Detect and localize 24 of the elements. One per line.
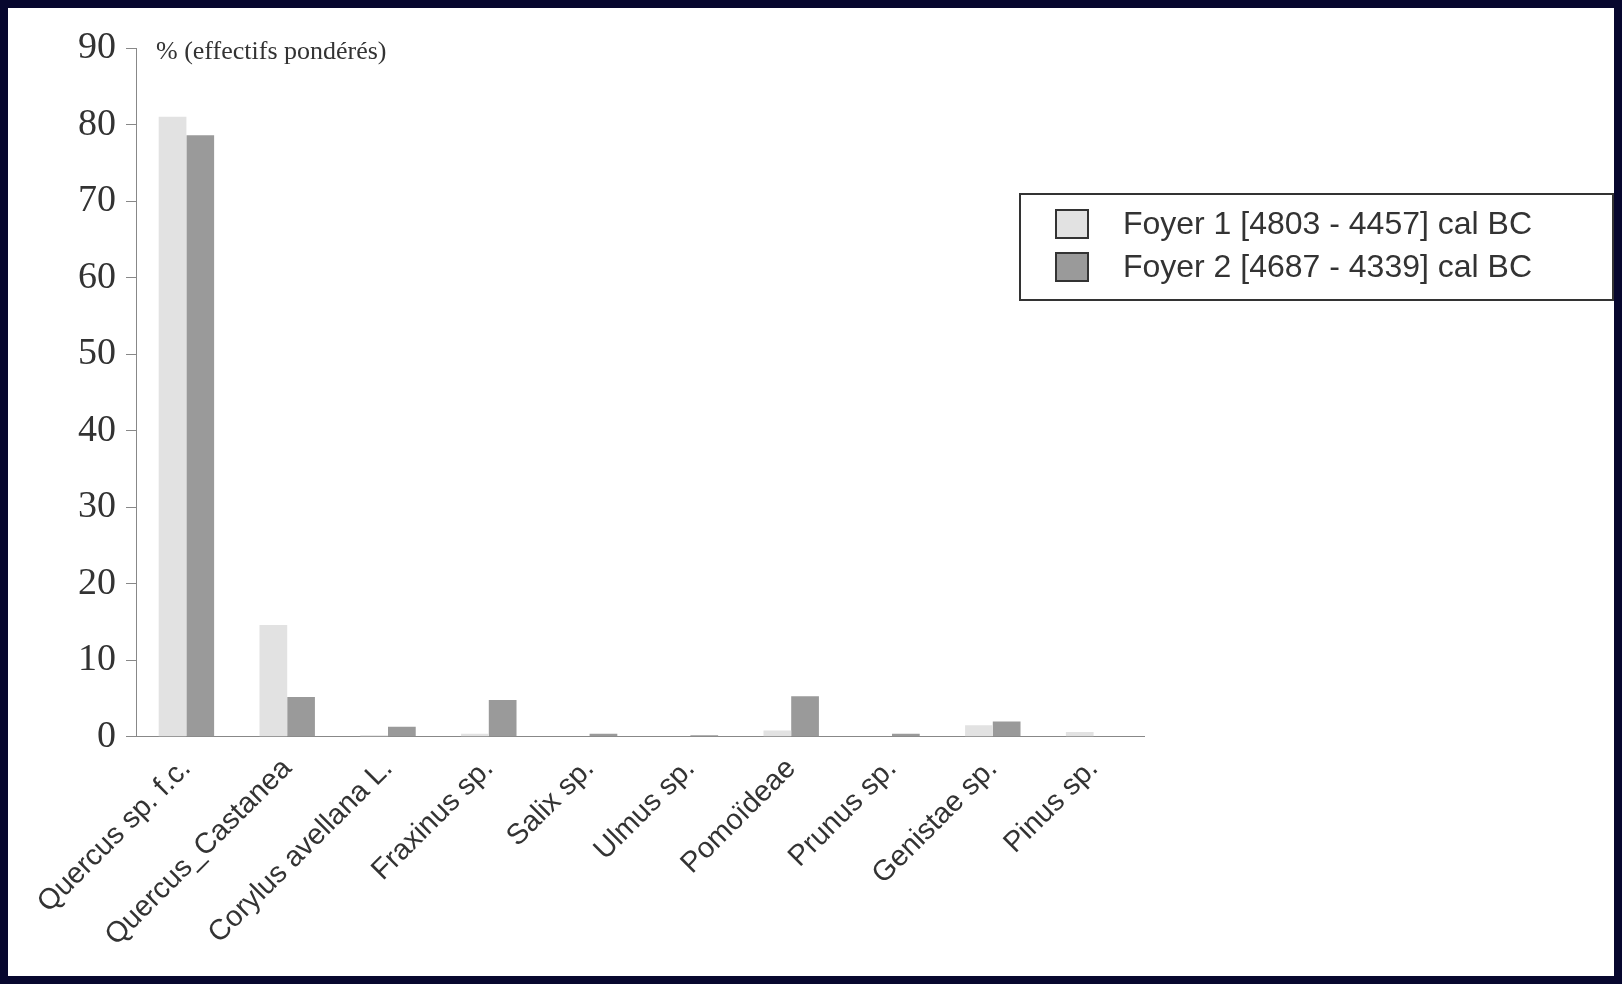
y-tick-label: 10 bbox=[78, 636, 116, 679]
legend-label: Foyer 2 [4687 - 4339] cal BC bbox=[1122, 248, 1532, 285]
y-tick-label: 60 bbox=[78, 253, 116, 296]
bar bbox=[259, 624, 288, 737]
bar bbox=[158, 116, 187, 737]
y-tick-label: 20 bbox=[78, 559, 116, 602]
y-tick-label: 80 bbox=[78, 100, 116, 143]
bar bbox=[186, 135, 215, 737]
bar bbox=[1065, 732, 1094, 737]
y-tick-label: 40 bbox=[78, 406, 116, 449]
y-tick-label: 70 bbox=[78, 177, 116, 220]
bar bbox=[388, 726, 416, 737]
bar bbox=[965, 725, 993, 737]
bar bbox=[791, 696, 819, 737]
bar bbox=[287, 696, 315, 737]
y-axis-title: % (effectifs pondérés) bbox=[156, 35, 387, 65]
bar bbox=[488, 699, 517, 737]
legend-label: Foyer 1 [4803 - 4457] cal BC bbox=[1122, 205, 1532, 242]
y-tick-label: 90 bbox=[78, 23, 116, 66]
y-tick-label: 30 bbox=[78, 483, 116, 526]
y-tick-label: 0 bbox=[97, 712, 116, 755]
y-tick-label: 50 bbox=[78, 330, 116, 373]
bar bbox=[763, 730, 792, 737]
bar bbox=[992, 721, 1021, 737]
